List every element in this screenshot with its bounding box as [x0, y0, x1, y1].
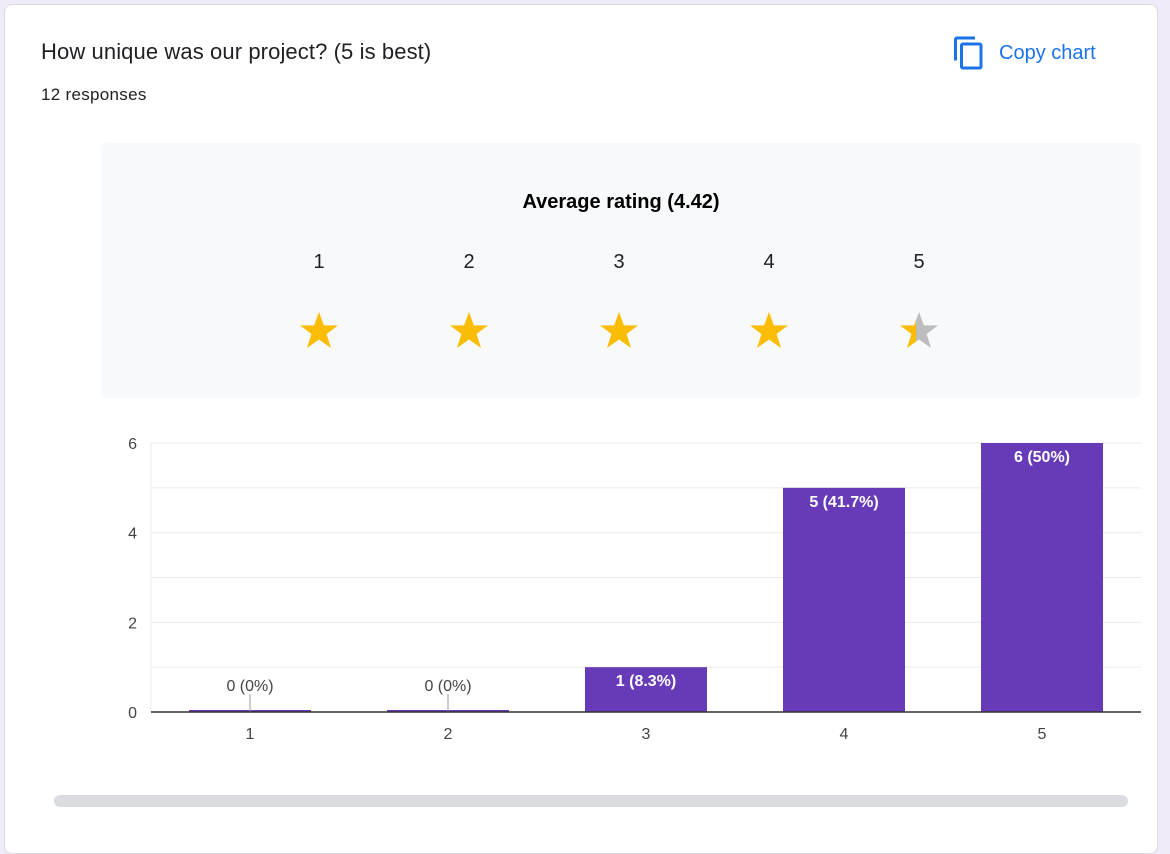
bar-chart: 0 2 4 6 0 (0%) 1 0 (0%) 2 1 (8.3%) 3 5 (41.7%) 4 6 (… — [101, 435, 1147, 765]
rating-level-label: 2 — [463, 251, 475, 273]
x-tick-label: 3 — [642, 726, 651, 743]
bar-data-label: 0 (0%) — [226, 678, 273, 695]
rating-level-label: 1 — [313, 251, 325, 273]
star-icon — [900, 312, 938, 348]
average-rating-panel: Average rating (4.42) 1 2 3 4 5 — [101, 143, 1141, 398]
star-icon — [600, 312, 638, 348]
question-summary-card: How unique was our project? (5 is best) … — [4, 4, 1158, 854]
star-icon — [750, 312, 788, 348]
copy-icon — [951, 35, 987, 71]
star-icon — [300, 312, 338, 348]
x-tick-label: 4 — [840, 726, 849, 743]
rating-level-label: 3 — [613, 251, 625, 273]
y-tick-label: 4 — [128, 526, 137, 543]
bar-data-label: 1 (8.3%) — [616, 673, 676, 690]
horizontal-scrollbar[interactable] — [54, 795, 1128, 807]
x-tick-label: 1 — [246, 726, 255, 743]
x-tick-label: 5 — [1038, 726, 1047, 743]
x-tick-label: 2 — [444, 726, 453, 743]
bar-data-label: 6 (50%) — [1014, 449, 1070, 466]
bar-data-label: 0 (0%) — [424, 678, 471, 695]
rating-level-label: 4 — [763, 251, 775, 273]
bar — [585, 667, 707, 712]
copy-chart-label: Copy chart — [999, 41, 1096, 64]
response-count: 12 responses — [41, 85, 147, 104]
y-tick-label: 2 — [128, 615, 137, 632]
bar-data-label: 5 (41.7%) — [809, 494, 878, 511]
bar-chart-svg: 0 2 4 6 0 (0%) 1 0 (0%) 2 1 (8.3%) 3 5 (41.7%) 4 6 (… — [128, 436, 1141, 743]
bar — [981, 443, 1103, 712]
question-title: How unique was our project? (5 is best) — [41, 39, 432, 64]
copy-chart-button[interactable]: Copy chart — [951, 31, 1131, 75]
y-tick-label: 0 — [128, 705, 137, 722]
rating-level-label: 5 — [913, 251, 925, 273]
bar — [783, 487, 905, 712]
average-rating-label: Average rating (4.42) — [522, 191, 720, 213]
star-icon — [450, 312, 488, 348]
y-tick-label: 6 — [128, 436, 137, 453]
